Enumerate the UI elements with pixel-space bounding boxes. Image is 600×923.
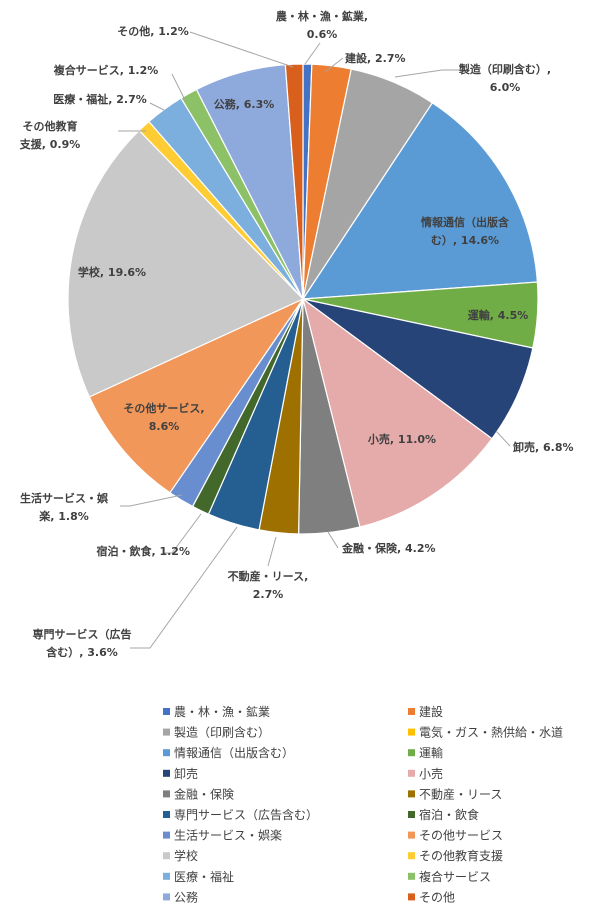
legend-swatch: [163, 728, 170, 736]
data-label: その他教育支援, 0.9%: [19, 119, 81, 151]
data-label: 製造（印刷含む）, 6.0%: [458, 62, 551, 94]
data-label: 医療・福祉, 2.7%: [53, 92, 147, 106]
pie-slice: [88, 297, 305, 494]
legend-label: 公務: [174, 890, 198, 904]
legend-label: 生活サービス・娯楽: [174, 829, 282, 843]
legend-label: その他: [419, 890, 455, 904]
legend-swatch: [408, 708, 415, 715]
leader-line: [163, 513, 202, 554]
data-label: 専門サービス（広告含む）, 3.6%: [33, 627, 132, 659]
data-label: 複合サービス, 1.2%: [53, 63, 159, 77]
leader-line: [324, 57, 344, 73]
legend-swatch: [408, 728, 415, 736]
legend-swatch: [163, 893, 170, 901]
legend-swatch: [163, 872, 170, 880]
legend-label: 学校: [174, 848, 198, 863]
data-label: 小売, 11.0%: [367, 432, 436, 446]
legend-label: 医療・福祉: [174, 869, 234, 884]
pie-slice: [67, 129, 305, 398]
data-label: 金融・保険, 4.2%: [341, 541, 436, 555]
legend-swatch: [163, 749, 170, 757]
legend-label: 不動産・リース: [419, 786, 502, 801]
leader-line: [120, 494, 183, 507]
legend-label: 電気・ガス・熱供給・水道: [419, 725, 563, 740]
data-label: 卸売, 6.8%: [513, 440, 574, 454]
legend-swatch: [408, 811, 415, 818]
data-label: 建設, 2.7%: [345, 51, 406, 65]
legend-swatch: [408, 852, 415, 860]
data-label: 不動産・リース, 2.7%: [228, 569, 309, 601]
legend-swatch: [163, 831, 170, 839]
pie-slice: [301, 102, 539, 300]
legend-swatch: [163, 708, 170, 715]
legend-label: 専門サービス（広告含む）: [174, 807, 318, 822]
legend-label: 複合サービス: [419, 869, 491, 884]
legend-label: 金融・保険: [174, 786, 234, 801]
legend-swatch: [163, 852, 170, 860]
legend-label: 農・林・漁・鉱業: [174, 704, 270, 719]
legend-swatch: [163, 790, 170, 798]
data-label: 学校, 19.6%: [78, 265, 146, 279]
leader-line: [130, 526, 238, 649]
legend-swatch: [408, 831, 415, 839]
leader-line: [189, 31, 294, 68]
leader-line: [171, 73, 186, 101]
data-label: その他サービス, 8.6%: [123, 401, 204, 433]
legend-swatch: [163, 769, 170, 777]
data-label: 運輸, 4.5%: [468, 308, 529, 322]
pie-slices: [67, 63, 539, 535]
legend-swatch: [163, 811, 170, 818]
data-label: 宿泊・飲食, 1.2%: [96, 544, 190, 558]
leader-line: [304, 42, 321, 65]
legend-swatch: [408, 790, 415, 798]
legend-swatch: [408, 872, 415, 880]
legend-label: 小売: [419, 766, 443, 781]
pie-slice: [302, 297, 493, 528]
data-label: 農・林・漁・鉱業, 0.6%: [276, 9, 368, 41]
legend-label: 製造（印刷含む）: [174, 725, 270, 740]
legend-swatch: [408, 769, 415, 777]
data-label: 生活サービス・娯楽, 1.8%: [20, 491, 108, 523]
legend-label: 卸売: [174, 766, 198, 781]
leader-line: [394, 69, 462, 78]
legend-label: 情報通信（出版含む）: [174, 745, 294, 760]
data-label: その他, 1.2%: [117, 24, 189, 38]
legend-swatch: [408, 893, 415, 901]
legend-label: 運輸: [419, 745, 443, 760]
legend-label: 建設: [419, 704, 443, 719]
leader-lines: [118, 31, 511, 649]
leader-line: [267, 536, 277, 567]
legend-label: その他サービス: [419, 829, 503, 843]
leader-line: [149, 102, 165, 111]
data-label: 情報通信（出版含む）, 14.6%: [421, 215, 510, 247]
leader-line: [495, 430, 511, 447]
legend-swatch: [408, 749, 415, 757]
data-labels: 農・林・漁・鉱業, 0.6% 建設, 2.7% 製造（印刷含む）, 6.0% 情報通信（出…: [19, 9, 574, 659]
legend-label: その他教育支援: [419, 848, 503, 863]
data-label: 公務, 6.3%: [214, 97, 275, 111]
leader-line: [327, 531, 339, 549]
legend-label: 宿泊・飲食: [419, 807, 479, 822]
